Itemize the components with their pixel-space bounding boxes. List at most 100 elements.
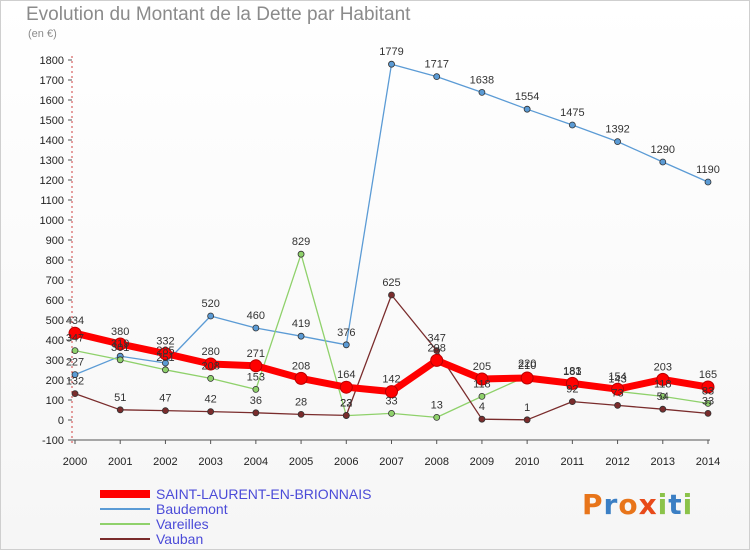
data-label: 142	[382, 374, 400, 386]
data-point	[297, 250, 305, 258]
data-label: 118	[473, 378, 491, 390]
data-label: 1638	[470, 74, 494, 86]
legend-item-vareilles[interactable]: Vareilles	[100, 515, 371, 532]
x-tick-label: 2004	[244, 456, 268, 468]
data-point	[71, 371, 79, 379]
data-label: 520	[201, 298, 219, 310]
data-label: 164	[337, 369, 355, 381]
data-label: 183	[563, 365, 581, 377]
data-label: 1	[524, 402, 530, 414]
legend-item-saint-laurent[interactable]: SAINT-LAURENT-EN-BRIONNAIS	[100, 486, 371, 502]
logo-letter: r	[603, 488, 619, 521]
data-point	[339, 380, 353, 394]
legend-swatch	[100, 507, 150, 510]
data-label: 33	[702, 395, 714, 407]
legend-swatch	[100, 489, 150, 498]
y-tick-label: 200	[46, 375, 64, 387]
y-tick-label: 1500	[40, 115, 64, 127]
data-point	[385, 385, 398, 399]
x-tick-label: 2011	[561, 456, 585, 468]
data-label: 280	[201, 346, 219, 358]
data-point	[659, 405, 667, 413]
data-label: 51	[114, 392, 126, 404]
data-label: 1392	[605, 124, 629, 136]
data-point	[565, 376, 579, 390]
data-label: 298	[428, 342, 446, 354]
x-tick-label: 2000	[63, 456, 87, 468]
data-label: 153	[247, 371, 265, 383]
x-tick-label: 2005	[289, 456, 313, 468]
data-point	[388, 60, 395, 68]
data-label: 1475	[560, 107, 584, 119]
data-label: 208	[292, 360, 310, 372]
data-label: 28	[295, 396, 307, 408]
y-tick-label: 1300	[40, 155, 64, 167]
proxiti-logo: Proxiti	[582, 488, 693, 521]
logo-letter: P	[582, 488, 604, 521]
data-label: 118	[654, 378, 672, 390]
data-label: 210	[518, 360, 536, 372]
legend-label: Vareilles	[156, 515, 209, 532]
y-tick-label: 300	[46, 355, 64, 367]
data-label: 203	[654, 361, 672, 373]
data-point	[116, 406, 124, 414]
data-label: 143	[608, 373, 626, 385]
y-tick-label: 1600	[40, 95, 64, 107]
data-label: 208	[201, 360, 219, 372]
data-label: 380	[111, 326, 129, 338]
data-label: 47	[159, 393, 171, 405]
data-point	[475, 372, 489, 386]
y-tick-label: 900	[46, 235, 64, 247]
y-tick-label: 0	[58, 415, 64, 427]
data-label: 205	[473, 361, 491, 373]
y-tick-label: 500	[46, 315, 64, 327]
x-tick-label: 2007	[379, 456, 403, 468]
series-line	[74, 63, 709, 376]
data-label: 460	[247, 310, 265, 322]
data-label: 220	[518, 358, 536, 370]
data-point	[433, 347, 441, 355]
data-label: 1717	[424, 59, 448, 71]
data-point	[478, 89, 486, 96]
y-tick-label: 1000	[40, 215, 64, 227]
data-label: 251	[156, 352, 174, 364]
data-point	[252, 409, 260, 417]
x-tick-label: 2001	[108, 456, 132, 468]
data-label: 332	[156, 336, 174, 348]
data-label: 23	[340, 397, 352, 409]
data-point	[704, 409, 712, 417]
x-tick-label: 2006	[334, 456, 358, 468]
data-point	[162, 407, 169, 415]
y-tick-label: -100	[42, 435, 64, 447]
data-point	[207, 408, 215, 416]
data-label: 1290	[651, 144, 675, 156]
data-point	[204, 357, 218, 371]
data-point	[614, 138, 621, 146]
data-label: 73	[611, 387, 623, 399]
logo-letter: x	[638, 488, 658, 521]
data-point	[430, 353, 444, 367]
data-label: 347	[428, 333, 446, 345]
data-label: 376	[337, 327, 355, 339]
data-label: 625	[382, 277, 400, 289]
data-point	[113, 337, 127, 351]
data-point	[614, 401, 621, 409]
data-label: 42	[205, 394, 217, 406]
data-point	[162, 366, 169, 374]
data-point	[71, 390, 79, 398]
data-label: 83	[702, 385, 714, 397]
data-point	[433, 73, 441, 80]
x-tick-label: 2003	[198, 456, 222, 468]
y-tick-label: 1200	[40, 175, 64, 187]
data-label: 319	[111, 338, 129, 350]
legend-item-vauban[interactable]: Vauban	[100, 531, 371, 547]
y-tick-label: 1800	[40, 55, 64, 67]
data-label: 13	[431, 399, 443, 411]
data-point	[523, 105, 531, 113]
data-point	[252, 324, 260, 332]
y-tick-label: 600	[46, 295, 64, 307]
x-tick-label: 2002	[153, 456, 177, 468]
legend-item-baudemont[interactable]: Baudemont	[100, 501, 371, 517]
